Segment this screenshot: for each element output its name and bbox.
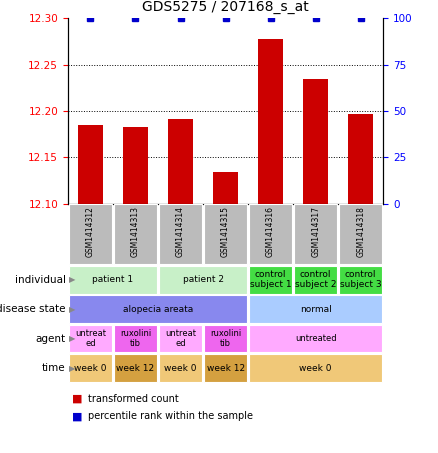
Text: week 0: week 0 [164,364,197,372]
Text: GSM1414313: GSM1414313 [131,206,140,257]
Bar [159,325,202,352]
Text: untreat
ed: untreat ed [165,329,196,348]
Bar [249,204,292,265]
Text: GSM1414312: GSM1414312 [86,206,95,256]
Bar [69,266,157,294]
Title: GDS5275 / 207168_s_at: GDS5275 / 207168_s_at [142,0,309,14]
Bar [114,204,157,265]
Text: normal: normal [300,305,332,313]
Bar [159,266,247,294]
Bar [204,325,247,352]
Text: percentile rank within the sample: percentile rank within the sample [88,411,253,421]
Text: disease state: disease state [0,304,66,314]
Bar [294,266,337,294]
Bar [114,325,157,352]
Text: GSM1414314: GSM1414314 [176,206,185,257]
Bar [249,266,292,294]
Text: ▶: ▶ [69,334,75,343]
Bar [249,325,382,352]
Text: GSM1414316: GSM1414316 [266,206,275,257]
Text: individual: individual [15,275,66,285]
Text: ■: ■ [72,411,83,421]
Text: transformed count: transformed count [88,394,178,404]
Text: patient 1: patient 1 [92,275,134,284]
Text: ▶: ▶ [69,364,75,372]
Bar [69,204,112,265]
Text: week 12: week 12 [117,364,155,372]
Bar [159,354,202,382]
Bar [69,295,247,323]
Text: alopecia areata: alopecia areata [123,305,193,313]
Bar [294,204,337,265]
Text: untreated: untreated [295,334,336,343]
Text: GSM1414318: GSM1414318 [356,206,365,256]
Text: untreat
ed: untreat ed [75,329,106,348]
Bar [339,204,382,265]
Text: ruxolini
tib: ruxolini tib [120,329,151,348]
Bar [249,295,382,323]
Bar [114,354,157,382]
Text: ▶: ▶ [69,275,75,284]
Bar [258,39,283,204]
Bar [69,325,112,352]
Bar [204,354,247,382]
Bar [213,172,238,204]
Text: GSM1414317: GSM1414317 [311,206,320,257]
Text: GSM1414315: GSM1414315 [221,206,230,257]
Bar [123,127,148,204]
Text: agent: agent [35,333,66,344]
Bar [69,354,112,382]
Bar [249,354,382,382]
Bar [159,204,202,265]
Text: week 0: week 0 [300,364,332,372]
Text: control
subject 2: control subject 2 [295,270,336,289]
Bar [168,119,193,204]
Text: week 0: week 0 [74,364,107,372]
Text: control
subject 3: control subject 3 [340,270,381,289]
Text: time: time [42,363,66,373]
Text: week 12: week 12 [206,364,245,372]
Bar [204,204,247,265]
Text: ■: ■ [72,394,83,404]
Bar [303,79,328,204]
Bar [339,266,382,294]
Text: ruxolini
tib: ruxolini tib [210,329,241,348]
Text: ▶: ▶ [69,305,75,313]
Text: patient 2: patient 2 [183,275,223,284]
Bar [78,125,103,204]
Bar [348,114,373,204]
Text: control
subject 1: control subject 1 [250,270,291,289]
